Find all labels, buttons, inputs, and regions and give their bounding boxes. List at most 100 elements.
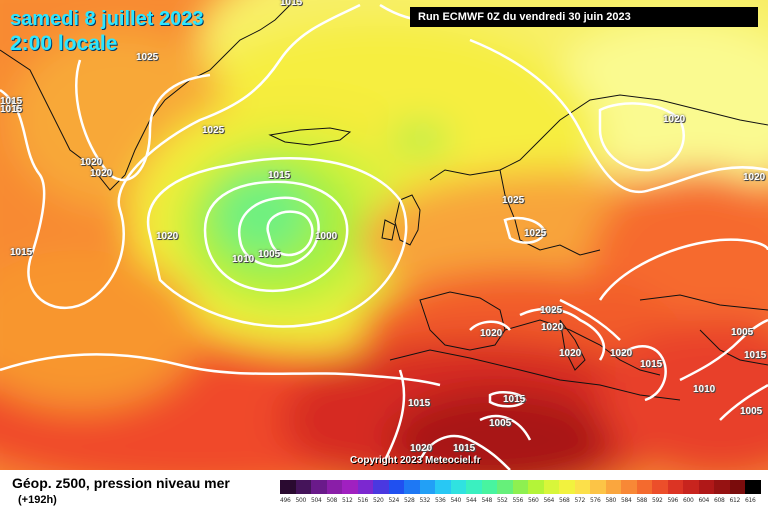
isobar-label: 1020: [480, 328, 503, 339]
color-scale: [280, 480, 761, 494]
legend-label: 524: [388, 497, 400, 504]
isobar-label: 1010: [693, 384, 716, 395]
legend-label: 592: [652, 497, 663, 504]
legend-label: 552: [497, 497, 508, 504]
legend-swatch: [543, 480, 559, 494]
legend-swatch: [435, 480, 451, 494]
forecast-step: (+192h): [18, 494, 57, 506]
legend-swatch: [373, 480, 389, 494]
legend-swatch: [652, 480, 668, 494]
legend-label: 536: [435, 497, 446, 504]
legend-swatch: [512, 480, 528, 494]
legend-label: 604: [698, 497, 710, 504]
legend-swatch: [388, 480, 404, 494]
color-scale-labels: 496 500 504 508 512 516 520 524 528 532 536 540 544 5…: [280, 497, 761, 504]
legend-label: 564: [543, 497, 555, 504]
legend-label: 560: [528, 497, 539, 504]
legend-swatch: [419, 480, 435, 494]
geopotential-field: [0, 0, 768, 470]
legend-swatch: [683, 480, 699, 494]
isobar-label: 1015: [0, 96, 23, 107]
isobar-label: 1015: [640, 359, 663, 370]
isobar-label: 1020: [663, 114, 686, 125]
legend-label: 508: [326, 497, 338, 504]
isobar-label: 1000: [315, 231, 338, 242]
legend-swatch: [667, 480, 683, 494]
legend-label: 588: [636, 497, 648, 504]
legend-swatch: [326, 480, 342, 494]
legend-swatch: [636, 480, 652, 494]
isobar-label: 1015: [408, 398, 431, 409]
forecast-date: samedi 8 juillet 2023: [10, 8, 204, 30]
legend-swatch: [404, 480, 420, 494]
legend-swatch: [311, 480, 327, 494]
legend-swatch: [729, 480, 745, 494]
isobar-label: 1015: [10, 247, 33, 258]
legend-label: 528: [404, 497, 415, 504]
legend-label: 584: [621, 497, 632, 504]
legend-label: 516: [357, 497, 369, 504]
legend-label: 608: [714, 497, 725, 504]
isobar-label: 1015: [503, 394, 526, 405]
isobar-label: 1025: [540, 305, 563, 316]
forecast-time: 2:00 locale: [10, 32, 118, 55]
isobar-label: 1020: [610, 348, 633, 359]
legend-label: 500: [295, 497, 307, 504]
legend-swatch: [621, 480, 637, 494]
legend-label: 600: [683, 497, 694, 504]
legend-label: 556: [512, 497, 524, 504]
legend-swatch: [574, 480, 590, 494]
legend-swatch: [481, 480, 497, 494]
legend-swatch: [745, 480, 761, 494]
legend-swatch: [280, 480, 296, 494]
legend-label: 532: [419, 497, 431, 504]
isobar-label: 1020: [559, 348, 582, 359]
legend-label: 548: [481, 497, 493, 504]
legend-label: 520: [373, 497, 384, 504]
legend-label: 616: [745, 497, 756, 504]
legend-label: 612: [729, 497, 741, 504]
legend-swatch: [528, 480, 544, 494]
legend-label: 568: [559, 497, 570, 504]
run-info: Run ECMWF 0Z du vendredi 30 juin 2023: [410, 7, 758, 27]
isobar-label: 1025: [136, 52, 159, 63]
legend-swatch: [497, 480, 513, 494]
isobar-label: 1020: [90, 168, 113, 179]
legend-label: 544: [466, 497, 477, 504]
legend-swatch: [466, 480, 482, 494]
isobar-label: 1020: [743, 172, 766, 183]
isobar-label: 1015: [0, 104, 23, 115]
legend-swatch: [559, 480, 575, 494]
legend-label: 496: [280, 497, 291, 504]
isobar-label: 1025: [202, 125, 225, 136]
isobar-label: 1005: [258, 249, 281, 260]
legend-label: 596: [667, 497, 679, 504]
isobar-label: 1015: [453, 443, 476, 454]
isobar-label: 1025: [502, 195, 525, 206]
legend-swatch: [450, 480, 466, 494]
map-canvas: [0, 0, 768, 470]
isobar-label: 1005: [740, 406, 763, 417]
legend-swatch: [714, 480, 730, 494]
isobar-label: 1015: [268, 170, 291, 181]
isobar-label: 1015: [744, 350, 767, 361]
legend-swatch: [357, 480, 373, 494]
isobar-label: 1015: [280, 0, 303, 8]
isobars: [0, 3, 768, 470]
isobar-label: 1020: [541, 322, 564, 333]
isobar-label: 1005: [731, 327, 754, 338]
legend-label: 504: [311, 497, 322, 504]
legend-label: 576: [590, 497, 601, 504]
legend-label: 540: [450, 497, 462, 504]
legend-swatch: [295, 480, 311, 494]
isobar-label: 1025: [524, 228, 547, 239]
legend-label: 572: [574, 497, 586, 504]
weather-map: 1015 1025 1025 1015 1015 1020 1020 1015 …: [0, 0, 768, 470]
legend-swatch: [698, 480, 714, 494]
copyright: Copyright 2023 Meteociel.fr: [350, 455, 481, 466]
legend-label: 580: [605, 497, 617, 504]
legend-swatch: [605, 480, 621, 494]
legend-label: 512: [342, 497, 353, 504]
legend-swatch: [342, 480, 358, 494]
isobar-label: 1005: [489, 418, 512, 429]
